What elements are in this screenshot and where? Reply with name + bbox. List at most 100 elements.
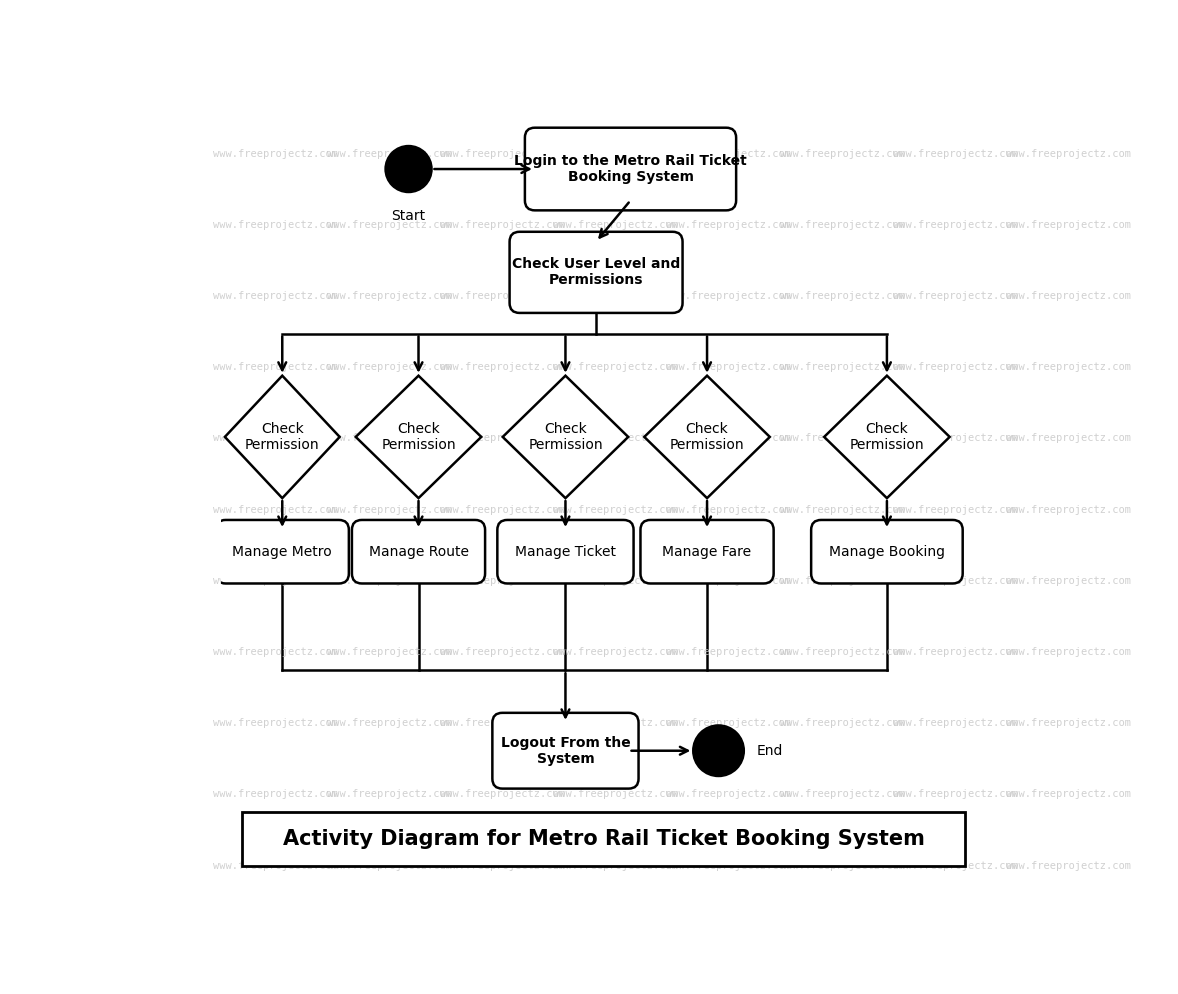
Circle shape [385, 146, 431, 192]
Text: www.freeprojectz.com: www.freeprojectz.com [326, 861, 451, 871]
Text: www.freeprojectz.com: www.freeprojectz.com [667, 647, 792, 657]
Text: www.freeprojectz.com: www.freeprojectz.com [1006, 433, 1131, 443]
Text: www.freeprojectz.com: www.freeprojectz.com [893, 861, 1018, 871]
Text: www.freeprojectz.com: www.freeprojectz.com [1006, 220, 1131, 230]
Text: www.freeprojectz.com: www.freeprojectz.com [554, 291, 679, 301]
Text: www.freeprojectz.com: www.freeprojectz.com [439, 433, 565, 443]
Text: www.freeprojectz.com: www.freeprojectz.com [893, 220, 1018, 230]
Text: www.freeprojectz.com: www.freeprojectz.com [326, 220, 451, 230]
Text: www.freeprojectz.com: www.freeprojectz.com [780, 362, 905, 373]
Text: Manage Booking: Manage Booking [829, 545, 945, 559]
Text: www.freeprojectz.com: www.freeprojectz.com [893, 576, 1018, 585]
Text: www.freeprojectz.com: www.freeprojectz.com [439, 789, 565, 799]
Text: Start: Start [391, 209, 425, 223]
FancyBboxPatch shape [510, 232, 682, 313]
Text: www.freeprojectz.com: www.freeprojectz.com [554, 220, 679, 230]
Text: www.freeprojectz.com: www.freeprojectz.com [439, 291, 565, 301]
Text: www.freeprojectz.com: www.freeprojectz.com [439, 647, 565, 657]
Text: www.freeprojectz.com: www.freeprojectz.com [1006, 505, 1131, 515]
Text: www.freeprojectz.com: www.freeprojectz.com [780, 789, 905, 799]
Text: www.freeprojectz.com: www.freeprojectz.com [439, 718, 565, 729]
Circle shape [694, 726, 743, 776]
Text: Manage Ticket: Manage Ticket [515, 545, 616, 559]
Text: www.freeprojectz.com: www.freeprojectz.com [667, 433, 792, 443]
Text: www.freeprojectz.com: www.freeprojectz.com [439, 505, 565, 515]
Text: www.freeprojectz.com: www.freeprojectz.com [780, 861, 905, 871]
Text: www.freeprojectz.com: www.freeprojectz.com [667, 505, 792, 515]
Text: www.freeprojectz.com: www.freeprojectz.com [213, 149, 338, 159]
Text: www.freeprojectz.com: www.freeprojectz.com [213, 647, 338, 657]
Text: www.freeprojectz.com: www.freeprojectz.com [780, 149, 905, 159]
Text: End: End [756, 744, 783, 757]
Text: www.freeprojectz.com: www.freeprojectz.com [326, 718, 451, 729]
Text: www.freeprojectz.com: www.freeprojectz.com [1006, 861, 1131, 871]
Text: Check
Permission: Check Permission [382, 421, 456, 452]
Text: www.freeprojectz.com: www.freeprojectz.com [213, 505, 338, 515]
Text: Manage Metro: Manage Metro [232, 545, 332, 559]
Text: Check
Permission: Check Permission [528, 421, 603, 452]
Text: www.freeprojectz.com: www.freeprojectz.com [780, 433, 905, 443]
FancyBboxPatch shape [352, 520, 485, 583]
FancyBboxPatch shape [492, 713, 638, 788]
Text: www.freeprojectz.com: www.freeprojectz.com [326, 362, 451, 373]
Polygon shape [503, 376, 628, 498]
Text: www.freeprojectz.com: www.freeprojectz.com [893, 362, 1018, 373]
FancyBboxPatch shape [243, 812, 965, 866]
Text: www.freeprojectz.com: www.freeprojectz.com [554, 433, 679, 443]
Text: www.freeprojectz.com: www.freeprojectz.com [439, 861, 565, 871]
Text: Manage Route: Manage Route [369, 545, 469, 559]
Text: www.freeprojectz.com: www.freeprojectz.com [1006, 291, 1131, 301]
Text: www.freeprojectz.com: www.freeprojectz.com [893, 718, 1018, 729]
Text: www.freeprojectz.com: www.freeprojectz.com [780, 576, 905, 585]
Text: www.freeprojectz.com: www.freeprojectz.com [213, 861, 338, 871]
FancyBboxPatch shape [525, 127, 736, 211]
Text: www.freeprojectz.com: www.freeprojectz.com [667, 718, 792, 729]
Text: www.freeprojectz.com: www.freeprojectz.com [439, 220, 565, 230]
Text: www.freeprojectz.com: www.freeprojectz.com [893, 433, 1018, 443]
Text: www.freeprojectz.com: www.freeprojectz.com [893, 789, 1018, 799]
Text: www.freeprojectz.com: www.freeprojectz.com [213, 718, 338, 729]
Text: www.freeprojectz.com: www.freeprojectz.com [1006, 718, 1131, 729]
Polygon shape [825, 376, 949, 498]
Text: www.freeprojectz.com: www.freeprojectz.com [893, 149, 1018, 159]
Text: www.freeprojectz.com: www.freeprojectz.com [667, 576, 792, 585]
Text: Login to the Metro Rail Ticket
Booking System: Login to the Metro Rail Ticket Booking S… [514, 154, 747, 184]
Text: www.freeprojectz.com: www.freeprojectz.com [213, 362, 338, 373]
FancyBboxPatch shape [216, 520, 349, 583]
Text: Check
Permission: Check Permission [670, 421, 744, 452]
Text: www.freeprojectz.com: www.freeprojectz.com [780, 505, 905, 515]
Text: Check
Permission: Check Permission [849, 421, 925, 452]
Polygon shape [225, 376, 339, 498]
Text: www.freeprojectz.com: www.freeprojectz.com [554, 362, 679, 373]
Text: www.freeprojectz.com: www.freeprojectz.com [780, 718, 905, 729]
Text: www.freeprojectz.com: www.freeprojectz.com [1006, 149, 1131, 159]
Text: Activity Diagram for Metro Rail Ticket Booking System: Activity Diagram for Metro Rail Ticket B… [283, 829, 925, 849]
FancyBboxPatch shape [497, 520, 634, 583]
Text: www.freeprojectz.com: www.freeprojectz.com [667, 362, 792, 373]
Text: www.freeprojectz.com: www.freeprojectz.com [554, 505, 679, 515]
Text: www.freeprojectz.com: www.freeprojectz.com [667, 291, 792, 301]
Text: www.freeprojectz.com: www.freeprojectz.com [667, 861, 792, 871]
Text: www.freeprojectz.com: www.freeprojectz.com [439, 362, 565, 373]
Text: www.freeprojectz.com: www.freeprojectz.com [213, 576, 338, 585]
Text: www.freeprojectz.com: www.freeprojectz.com [1006, 789, 1131, 799]
Text: www.freeprojectz.com: www.freeprojectz.com [439, 576, 565, 585]
Text: www.freeprojectz.com: www.freeprojectz.com [326, 149, 451, 159]
Text: www.freeprojectz.com: www.freeprojectz.com [667, 789, 792, 799]
Text: www.freeprojectz.com: www.freeprojectz.com [554, 861, 679, 871]
Text: www.freeprojectz.com: www.freeprojectz.com [554, 149, 679, 159]
Text: www.freeprojectz.com: www.freeprojectz.com [554, 718, 679, 729]
Text: Check
Permission: Check Permission [245, 421, 319, 452]
Text: www.freeprojectz.com: www.freeprojectz.com [213, 291, 338, 301]
Text: www.freeprojectz.com: www.freeprojectz.com [213, 220, 338, 230]
Text: www.freeprojectz.com: www.freeprojectz.com [1006, 647, 1131, 657]
Text: Logout From the
System: Logout From the System [501, 736, 630, 765]
FancyBboxPatch shape [812, 520, 962, 583]
Text: www.freeprojectz.com: www.freeprojectz.com [326, 433, 451, 443]
Text: www.freeprojectz.com: www.freeprojectz.com [893, 647, 1018, 657]
Text: www.freeprojectz.com: www.freeprojectz.com [326, 789, 451, 799]
Text: Check User Level and
Permissions: Check User Level and Permissions [512, 257, 680, 287]
Text: www.freeprojectz.com: www.freeprojectz.com [893, 505, 1018, 515]
Text: www.freeprojectz.com: www.freeprojectz.com [326, 291, 451, 301]
Text: www.freeprojectz.com: www.freeprojectz.com [667, 149, 792, 159]
